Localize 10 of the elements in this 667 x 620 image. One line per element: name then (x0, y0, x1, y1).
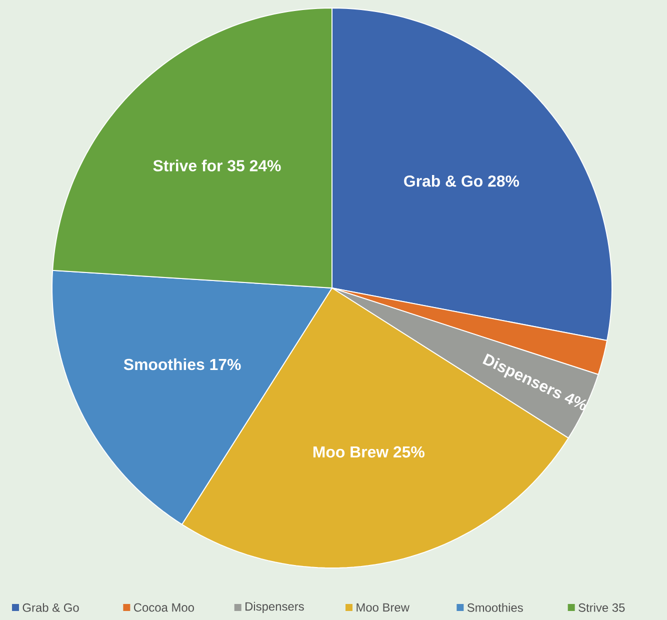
data-label: Moo Brew 25% (313, 446, 424, 458)
data-label: Strive for 35 24% (153, 160, 281, 172)
legend-label: Grab & Go (22, 603, 79, 612)
legend-label: Strive 35 (578, 603, 625, 612)
legend-label: Smoothies (467, 603, 523, 612)
legend-label: Cocoa Moo (134, 603, 194, 612)
legend-label: Moo Brew (356, 603, 410, 612)
data-label: Grab & Go 28% (404, 175, 520, 187)
data-label: Smoothies 17% (124, 358, 241, 370)
legend-label: Dispensers (246, 602, 304, 614)
